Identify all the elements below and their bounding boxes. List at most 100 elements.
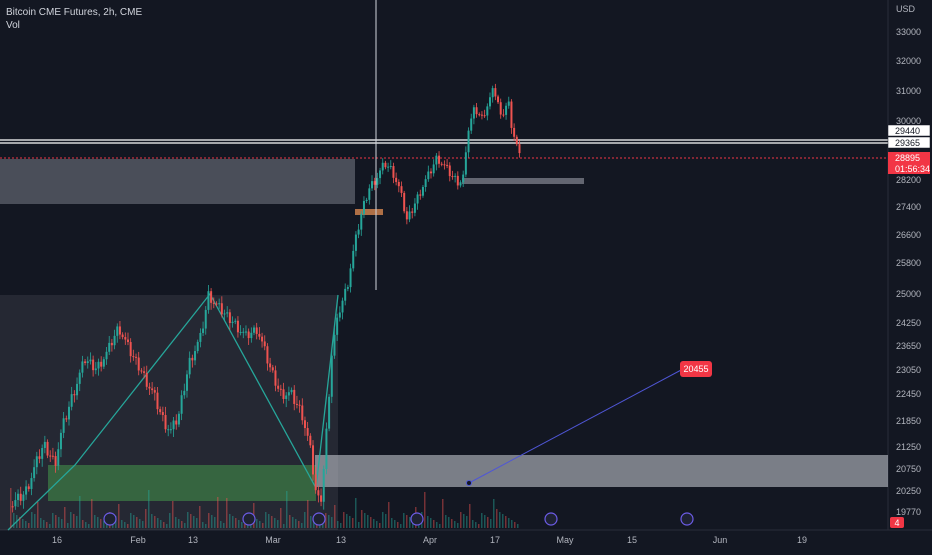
volume-bar — [397, 522, 399, 528]
candle-body — [306, 428, 309, 436]
volume-bar — [292, 517, 294, 528]
volume-bar — [490, 519, 492, 528]
volume-bar — [442, 499, 444, 528]
volume-bar — [214, 517, 216, 528]
candle-body — [258, 333, 261, 337]
annotation-box — [680, 361, 712, 377]
candle-body — [424, 179, 427, 188]
candle-body — [419, 194, 422, 196]
candle-body — [11, 506, 14, 508]
volume-bar — [55, 515, 57, 528]
volume-bar — [79, 496, 81, 528]
candle-body — [81, 361, 84, 373]
candle-body — [354, 234, 357, 251]
volume-bar — [193, 516, 195, 528]
volume-bar — [178, 519, 180, 528]
candle-body — [464, 152, 467, 175]
candle-body — [67, 406, 70, 420]
y-tick-label: 21250 — [896, 442, 921, 452]
candle-body — [30, 478, 33, 489]
volume-bar — [418, 523, 420, 528]
y-tick-label: 26600 — [896, 230, 921, 240]
volume-bar — [460, 512, 462, 528]
volume-bar — [259, 521, 261, 528]
y-tick-label: 33000 — [896, 27, 921, 37]
x-tick-label: 15 — [627, 535, 637, 545]
volume-bar — [493, 499, 495, 528]
candle-body — [271, 367, 274, 371]
volume-bar — [223, 523, 225, 528]
price-tag-box — [887, 124, 931, 137]
candle-body — [121, 334, 124, 338]
y-tick-label: 24250 — [896, 318, 921, 328]
candle-body — [118, 326, 121, 335]
candle-body — [135, 356, 138, 358]
candle-body — [220, 303, 223, 315]
event-icon — [103, 512, 117, 526]
candle-body — [194, 351, 197, 361]
volume-bar — [286, 491, 288, 528]
volume-bar — [328, 515, 330, 528]
candle-body — [78, 372, 81, 384]
candle-body — [244, 331, 247, 333]
candle-body — [196, 341, 199, 352]
volume-bar — [187, 512, 189, 528]
candle-body — [253, 327, 256, 333]
volume-bar — [241, 522, 243, 528]
candle-body — [172, 420, 175, 430]
candle-body — [218, 303, 221, 305]
y-tick-label: 25000 — [896, 289, 921, 299]
price-tag-label: 29365 — [895, 138, 920, 148]
candle-body — [320, 495, 323, 502]
candle-body — [403, 192, 406, 212]
candle-body — [210, 291, 213, 303]
volume-bar — [136, 517, 138, 528]
candle-body — [84, 361, 87, 363]
candle-body — [73, 394, 76, 396]
volume-bar — [457, 523, 459, 528]
chart-legend: Bitcoin CME Futures, 2h, CME Vol — [6, 6, 142, 32]
volume-bar — [118, 504, 120, 528]
candle-body — [344, 288, 347, 301]
volume-bar — [127, 524, 129, 528]
x-tick-label: 19 — [797, 535, 807, 545]
volume-bar — [106, 523, 108, 528]
candle-body — [215, 303, 218, 305]
candle-body — [46, 441, 49, 456]
x-tick-label: 17 — [490, 535, 500, 545]
candle-body — [397, 181, 400, 187]
volume-bar — [283, 524, 285, 528]
candle-body — [507, 101, 510, 106]
volume-bar — [376, 521, 378, 528]
volume-bar — [370, 517, 372, 528]
price-tag-label: 29440 — [895, 126, 920, 136]
volume-bar — [484, 515, 486, 528]
candle-body — [405, 211, 408, 220]
price-tag-label: 01:56:34 — [895, 164, 930, 174]
candle-body — [328, 396, 331, 429]
x-tick-label: Apr — [423, 535, 437, 545]
volume-bar — [409, 517, 411, 528]
candle-body — [62, 418, 65, 433]
volume-bar — [496, 509, 498, 528]
volume-bar — [298, 521, 300, 528]
candle-body — [108, 342, 111, 352]
candle-body — [435, 155, 438, 165]
volume-bar — [424, 492, 426, 528]
candle-body — [212, 302, 215, 304]
candle-body — [49, 455, 52, 457]
candle-body — [143, 371, 146, 373]
candle-body — [145, 372, 148, 387]
candle-body — [462, 174, 465, 183]
candle-body — [180, 395, 183, 414]
candle-body — [387, 166, 390, 168]
volume-bar — [373, 519, 375, 528]
candle-body — [371, 181, 374, 189]
candle-body — [41, 447, 44, 459]
candle-body — [502, 114, 505, 116]
volume-bar — [238, 520, 240, 528]
volume-bar — [349, 516, 351, 528]
candle-body — [277, 385, 280, 389]
